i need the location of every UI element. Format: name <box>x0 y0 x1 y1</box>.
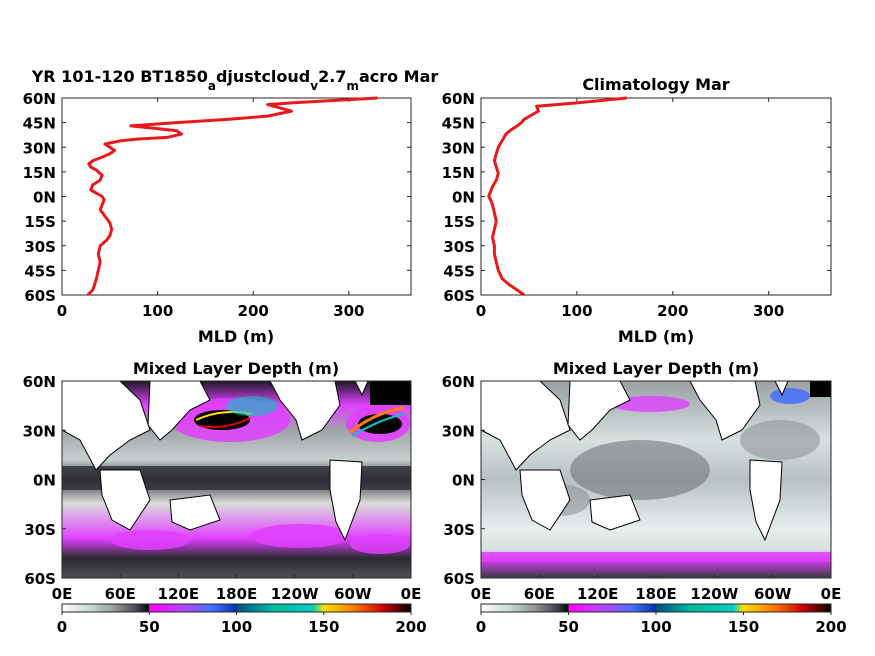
map-1-title: Mixed Layer Depth (m) <box>133 359 339 378</box>
y-tick-label: 60S <box>443 287 475 305</box>
colorbar-tick-label: 200 <box>395 618 426 636</box>
x-axis-label-2: MLD (m) <box>618 327 694 346</box>
colorbar-tick-label: 0 <box>476 618 486 636</box>
map-1-field <box>62 381 411 578</box>
y-tick-label: 30S <box>443 238 475 256</box>
y-tick-label: 30S <box>24 238 56 256</box>
lon-tick-label: 120W <box>271 585 319 603</box>
y-tick-label: 45N <box>442 115 475 133</box>
lat-tick-label: 60N <box>442 373 475 391</box>
lon-tick-label: 0E <box>52 585 73 603</box>
colorbar-tick-label: 100 <box>221 618 252 636</box>
y-tick-label: 15S <box>24 213 56 231</box>
x-tick-label: 300 <box>753 302 784 320</box>
panel-2-axes: 0 100 200 300 60N 45N 30N 15N 0N 15S 30S 45S 60S <box>442 90 831 320</box>
y-tick-label: 0N <box>33 189 56 207</box>
lat-tick-label: 60N <box>23 373 56 391</box>
mld-profile-line-1 <box>86 96 378 297</box>
panel-1-title-part: acro Mar <box>359 67 438 86</box>
y-tick-label: 60N <box>23 90 56 108</box>
map-panel-1: Mixed Layer Depth (m) <box>23 359 422 603</box>
y-tick-label: 45S <box>24 262 56 280</box>
colorbar-tick-label: 0 <box>57 618 67 636</box>
panel-1-title-sub: m <box>346 79 359 93</box>
panel-1-title-sub: a <box>208 79 216 93</box>
panel-1-title-part: djustcloud <box>216 67 310 86</box>
lon-tick-label: 0E <box>471 585 492 603</box>
panel-2-title: Climatology Mar <box>582 75 729 94</box>
lon-tick-label: 180E <box>216 585 258 603</box>
y-tick-label: 60N <box>442 90 475 108</box>
y-tick-label: 60S <box>24 287 56 305</box>
lat-tick-label: 30S <box>24 521 56 539</box>
y-tick-label: 30N <box>23 139 56 157</box>
panel-1-title-part: YR 101-120 BT1850 <box>31 67 208 86</box>
lon-tick-label: 120E <box>577 585 619 603</box>
y-tick-label: 15S <box>443 213 475 231</box>
x-tick-label: 200 <box>238 302 269 320</box>
lat-tick-label: 30N <box>23 422 56 440</box>
x-axis-label-1: MLD (m) <box>198 327 274 346</box>
colorbar-tick-label: 100 <box>640 618 671 636</box>
lat-tick-label: 0N <box>33 472 56 490</box>
x-tick-label: 200 <box>657 302 688 320</box>
y-tick-label: 45N <box>23 115 56 133</box>
mld-profile-line-2 <box>487 96 627 297</box>
profile-panel-2: Climatology Mar 0 100 200 300 60N 45N 30N 15N 0N… <box>442 75 832 346</box>
colorbar-tick-label: 150 <box>728 618 759 636</box>
colorbar-tick-label: 200 <box>815 618 846 636</box>
lon-tick-label: 180E <box>635 585 677 603</box>
x-tick-label: 0 <box>476 302 486 320</box>
lon-tick-label: 60E <box>524 585 555 603</box>
lon-tick-label: 120W <box>690 585 738 603</box>
panel-1-title-part: 2.7 <box>318 67 346 86</box>
panel-1-title: YR 101-120 BT1850adjustcloudv2.7macro Ma… <box>31 67 439 93</box>
plot-area-2 <box>480 97 832 296</box>
panel-1-axes: 0 100 200 300 60N 45N 30N 15N 0N 15S 30S 45S 60S <box>23 90 411 320</box>
y-tick-label: 15N <box>23 164 56 182</box>
x-tick-label: 100 <box>142 302 173 320</box>
colorbar-tick-label: 150 <box>308 618 339 636</box>
lon-tick-label: 0E <box>401 585 422 603</box>
y-tick-label: 30N <box>442 139 475 157</box>
lat-tick-label: 30S <box>443 521 475 539</box>
panel-1-title-sub: v <box>310 79 318 93</box>
lon-tick-label: 60W <box>754 585 792 603</box>
y-tick-label: 45S <box>443 262 475 280</box>
lon-tick-label: 60E <box>105 585 136 603</box>
y-tick-label: 0N <box>452 189 475 207</box>
lon-tick-label: 120E <box>158 585 200 603</box>
colorbar-tick-label: 50 <box>139 618 160 636</box>
x-tick-label: 100 <box>561 302 592 320</box>
lon-tick-label: 60W <box>334 585 372 603</box>
lat-tick-label: 0N <box>452 472 475 490</box>
colorbar-tick-label: 50 <box>558 618 579 636</box>
map-2-field <box>481 381 831 578</box>
lon-tick-label: 0E <box>821 585 842 603</box>
lat-tick-label: 30N <box>442 422 475 440</box>
plot-area-1 <box>61 97 412 296</box>
x-tick-label: 300 <box>333 302 364 320</box>
lat-tick-label: 60S <box>443 570 475 588</box>
lat-tick-label: 60S <box>24 570 56 588</box>
colorbar-1: 0 50 100 150 200 <box>57 603 427 636</box>
colorbar-2: 0 50 100 150 200 <box>476 603 847 636</box>
map-2-title: Mixed Layer Depth (m) <box>553 359 759 378</box>
y-tick-label: 15N <box>442 164 475 182</box>
profile-panel-1: YR 101-120 BT1850adjustcloudv2.7macro Ma… <box>23 67 439 346</box>
x-tick-label: 0 <box>57 302 67 320</box>
